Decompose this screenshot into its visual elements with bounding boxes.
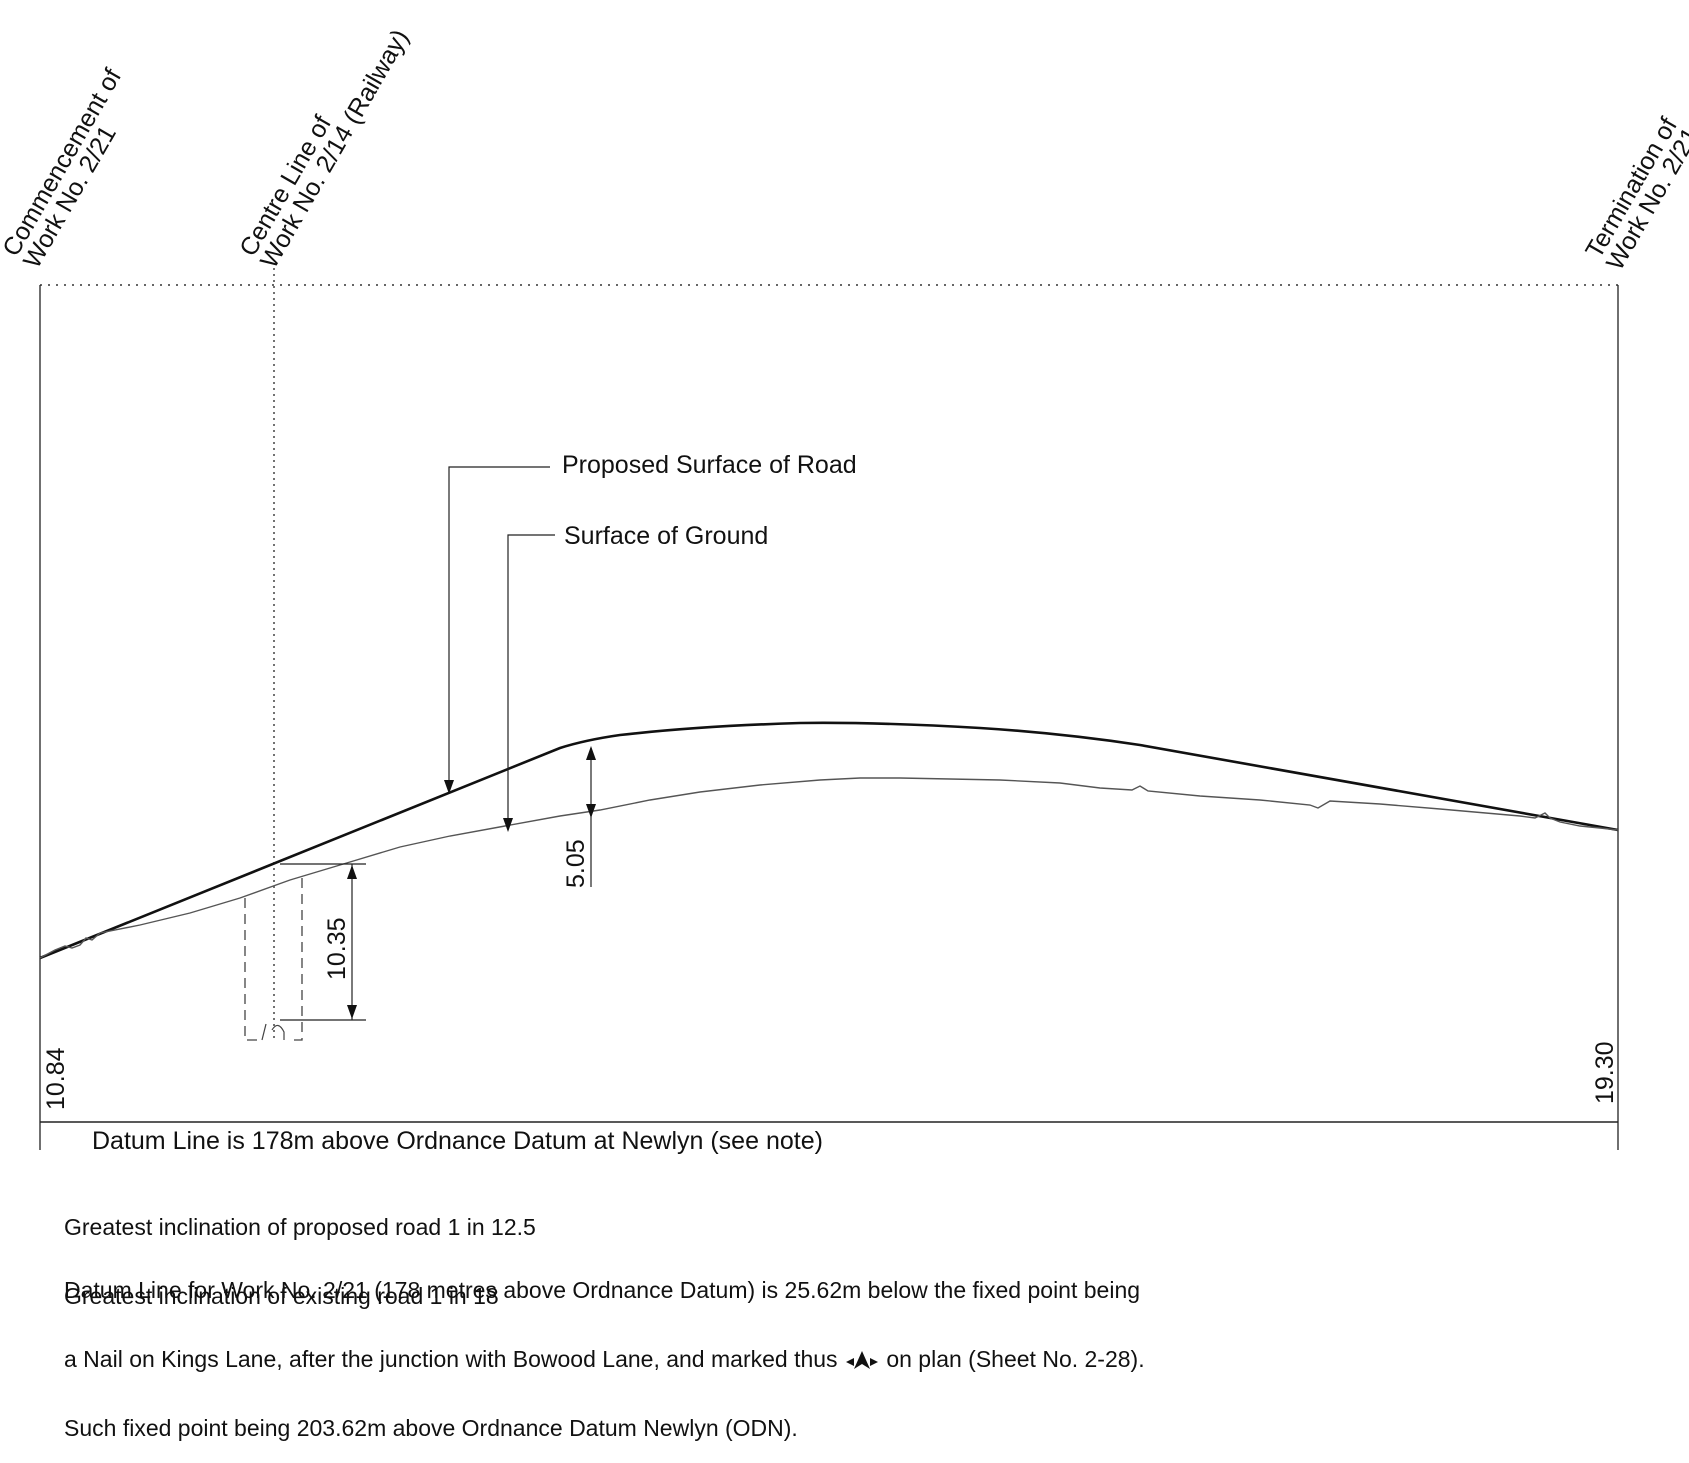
proposed-road-leader	[444, 466, 550, 794]
datum-note-line2-start: a Nail on Kings Lane, after the junction…	[64, 1346, 838, 1372]
datum-notes: Datum Line for Work No. 2/21 (178 metres…	[64, 1233, 1145, 1463]
datum-line-caption: Datum Line is 178m above Ordnance Datum …	[92, 1127, 823, 1155]
inclination-existing-note: Greatest inclination of existing road 1 …	[64, 1283, 499, 1309]
commencement-label: Commencement of Work No. 2/21	[0, 58, 151, 273]
ground-leader	[503, 534, 555, 832]
clearance-railway-value: 10.35	[323, 917, 351, 980]
clearance-railway-dimension	[280, 863, 366, 1021]
datum-note-line2-end: on plan (Sheet No. 2-28).	[886, 1346, 1145, 1372]
level-start-value: 10.84	[42, 1047, 70, 1110]
datum-note-line2: a Nail on Kings Lane, after the junction…	[64, 1348, 1145, 1371]
ground-surface	[39, 777, 1619, 959]
railway-structure-detail	[261, 1023, 285, 1041]
datum-note-line3: Such fixed point being 203.62m above Ord…	[64, 1415, 798, 1441]
clearance-road-dimension	[586, 746, 596, 887]
proposed-road-label: Proposed Surface of Road	[562, 451, 857, 479]
longitudinal-section-drawing: Commencement of Work No. 2/21 Centre Lin…	[0, 13, 1689, 1150]
inclination-proposed-note: Greatest inclination of proposed road 1 …	[64, 1214, 536, 1240]
datum-note-line1: Datum Line for Work No. 2/21 (178 metres…	[64, 1277, 1141, 1303]
centre-line-label-line2: Work No. 2/14 (Railway)	[255, 25, 414, 273]
proposed-road-surface	[39, 721, 1619, 960]
inclination-notes: Greatest inclination of proposed road 1 …	[64, 1170, 536, 1331]
centre-line-label: Centre Line of Work No. 2/14 (Railway)	[234, 13, 414, 273]
level-end-value: 19.30	[1591, 1041, 1619, 1104]
railway-structure	[244, 878, 303, 1041]
benchmark-arrow-icon	[845, 1351, 878, 1369]
clearance-road-value: 5.05	[562, 839, 590, 888]
termination-label: Termination of Work No. 2/21	[1580, 107, 1689, 275]
ground-label: Surface of Ground	[564, 522, 768, 550]
